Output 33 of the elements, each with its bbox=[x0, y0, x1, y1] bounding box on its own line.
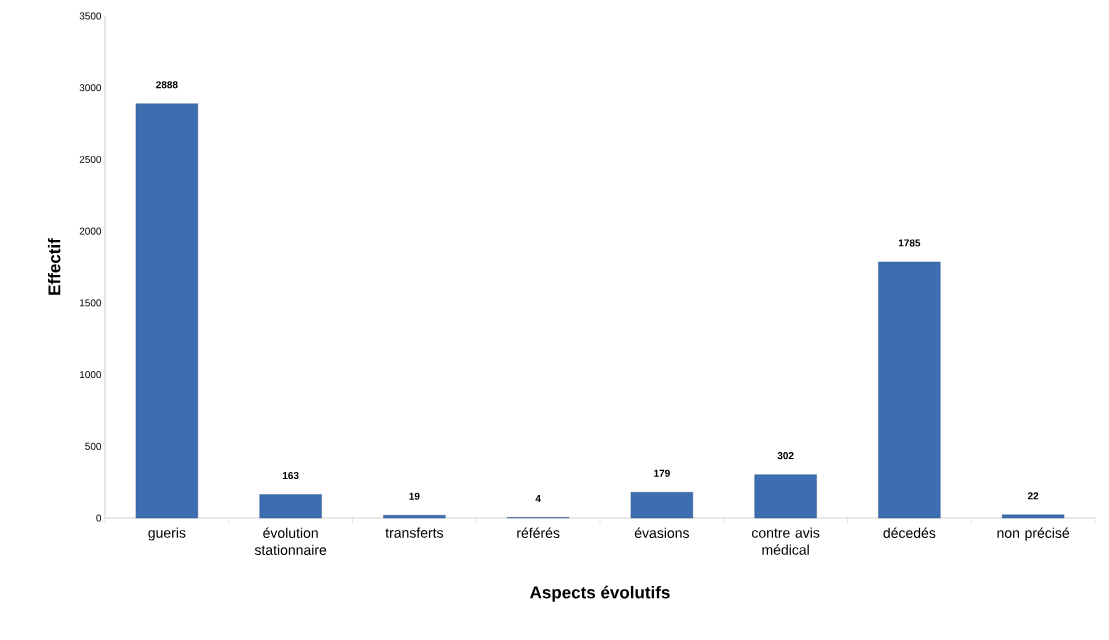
bar bbox=[1001, 514, 1065, 519]
x-tick-label: non précisé bbox=[997, 527, 1070, 541]
data-label: 163 bbox=[282, 472, 299, 480]
bar bbox=[630, 492, 694, 519]
bar bbox=[878, 261, 941, 519]
y-tick-label: 2000 bbox=[79, 227, 102, 235]
y-tick-label: 0 bbox=[96, 514, 102, 522]
data-label: 2888 bbox=[156, 81, 178, 89]
x-tick-label: contre avis médical bbox=[751, 527, 820, 555]
data-label: 22 bbox=[1027, 492, 1039, 500]
bar bbox=[135, 103, 199, 519]
bar bbox=[383, 515, 446, 519]
x-tick-label: évasions bbox=[634, 527, 689, 538]
bar bbox=[754, 474, 817, 519]
x-tick-label: gueris bbox=[148, 527, 186, 541]
y-axis-title: Effectif bbox=[47, 238, 61, 295]
x-tick-label: décedés bbox=[883, 527, 936, 538]
y-tick-label: 500 bbox=[85, 442, 102, 450]
data-label: 302 bbox=[777, 452, 794, 460]
y-tick-label: 3500 bbox=[79, 12, 102, 20]
x-tick-label: référés bbox=[517, 527, 560, 538]
y-tick-label: 2500 bbox=[79, 155, 102, 163]
y-tick-label: 3000 bbox=[79, 84, 102, 92]
data-label: 19 bbox=[409, 492, 420, 500]
data-label: 1785 bbox=[898, 239, 921, 247]
data-label: 179 bbox=[654, 469, 670, 477]
y-tick-label: 1500 bbox=[80, 299, 102, 307]
bar bbox=[259, 494, 322, 519]
x-axis-title: Aspects évolutifs bbox=[530, 585, 670, 602]
data-label: 4 bbox=[535, 495, 541, 502]
x-tick-label: évolution stationnaire bbox=[254, 527, 327, 555]
x-tick-label: transferts bbox=[385, 527, 444, 538]
y-tick-label: 1000 bbox=[80, 371, 102, 379]
